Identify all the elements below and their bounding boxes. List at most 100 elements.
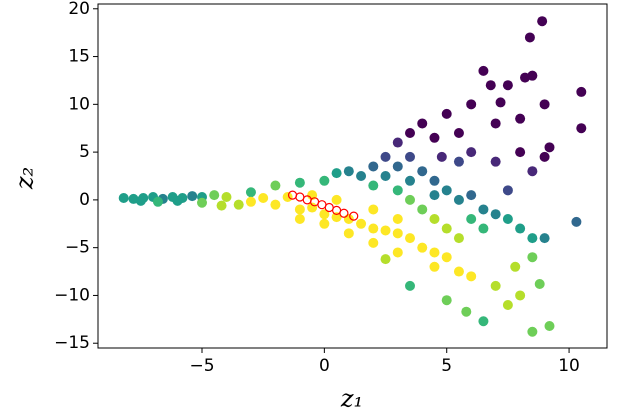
point xyxy=(392,247,403,258)
point xyxy=(405,128,416,138)
point xyxy=(405,151,416,162)
point xyxy=(515,113,526,124)
point xyxy=(527,166,538,177)
point xyxy=(343,228,354,239)
point xyxy=(441,252,452,263)
point xyxy=(571,216,582,227)
point xyxy=(429,190,440,201)
point xyxy=(527,326,538,337)
point xyxy=(368,180,379,191)
point xyxy=(502,80,513,91)
point xyxy=(544,321,555,332)
x-axis-label: z₁ xyxy=(340,385,363,413)
point xyxy=(368,237,379,248)
point xyxy=(331,168,342,179)
point xyxy=(417,242,428,253)
point xyxy=(534,278,545,289)
point xyxy=(539,233,550,244)
point xyxy=(490,209,501,220)
point xyxy=(441,108,452,119)
open-point xyxy=(302,195,312,205)
y-tick-label: −15 xyxy=(54,333,90,353)
open-point xyxy=(349,211,359,221)
point xyxy=(270,180,281,191)
point xyxy=(197,197,208,208)
point xyxy=(417,204,428,215)
point xyxy=(343,166,354,177)
point xyxy=(405,194,416,205)
point xyxy=(172,195,183,206)
point xyxy=(515,290,526,301)
point xyxy=(405,280,416,291)
point xyxy=(537,16,548,27)
point xyxy=(216,200,227,211)
point xyxy=(417,166,428,177)
point xyxy=(319,209,330,220)
point xyxy=(527,233,538,244)
point xyxy=(392,161,403,172)
point xyxy=(392,137,403,148)
point xyxy=(478,65,489,76)
point xyxy=(380,151,391,162)
point xyxy=(392,185,403,196)
point xyxy=(502,214,513,224)
point xyxy=(453,156,464,167)
point xyxy=(510,261,521,272)
y-tick-label: −10 xyxy=(54,285,90,305)
x-tick-label: 0 xyxy=(319,356,330,376)
point xyxy=(331,194,342,205)
point xyxy=(466,214,477,224)
point xyxy=(466,190,477,201)
point xyxy=(245,196,256,207)
point xyxy=(233,199,244,210)
point xyxy=(478,204,489,215)
point xyxy=(515,223,526,234)
point xyxy=(331,212,342,223)
point xyxy=(282,192,293,203)
point xyxy=(453,233,464,244)
point xyxy=(294,177,305,188)
point xyxy=(429,175,440,186)
point xyxy=(490,118,501,129)
point xyxy=(319,218,330,229)
point xyxy=(576,123,587,134)
point xyxy=(466,99,477,110)
point xyxy=(356,218,367,229)
point xyxy=(436,151,447,162)
point xyxy=(368,161,379,172)
point xyxy=(343,214,354,224)
point xyxy=(466,271,477,282)
point xyxy=(187,191,198,202)
x-tick-label: 10 xyxy=(558,356,580,376)
point xyxy=(576,86,587,97)
point xyxy=(478,316,489,327)
point xyxy=(392,228,403,239)
y-tick-label: 5 xyxy=(79,142,90,162)
point xyxy=(356,171,367,181)
point xyxy=(429,132,440,143)
point xyxy=(453,128,464,138)
point xyxy=(485,80,496,91)
y-tick-label: −5 xyxy=(65,238,90,258)
point xyxy=(544,142,555,153)
point xyxy=(152,196,163,207)
point xyxy=(495,97,506,108)
point xyxy=(307,202,318,213)
point xyxy=(209,190,220,201)
point xyxy=(429,214,440,224)
point xyxy=(294,204,305,215)
point xyxy=(380,225,391,236)
point xyxy=(502,185,513,196)
point xyxy=(478,223,489,234)
point xyxy=(524,32,535,43)
point xyxy=(258,192,269,203)
point xyxy=(441,185,452,196)
y-tick-label: 10 xyxy=(68,94,90,114)
point xyxy=(453,194,464,205)
point xyxy=(429,247,440,258)
open-point xyxy=(339,208,349,218)
y-tick-label: 0 xyxy=(79,190,90,210)
point xyxy=(490,156,501,167)
point xyxy=(368,223,379,234)
point xyxy=(270,199,281,210)
